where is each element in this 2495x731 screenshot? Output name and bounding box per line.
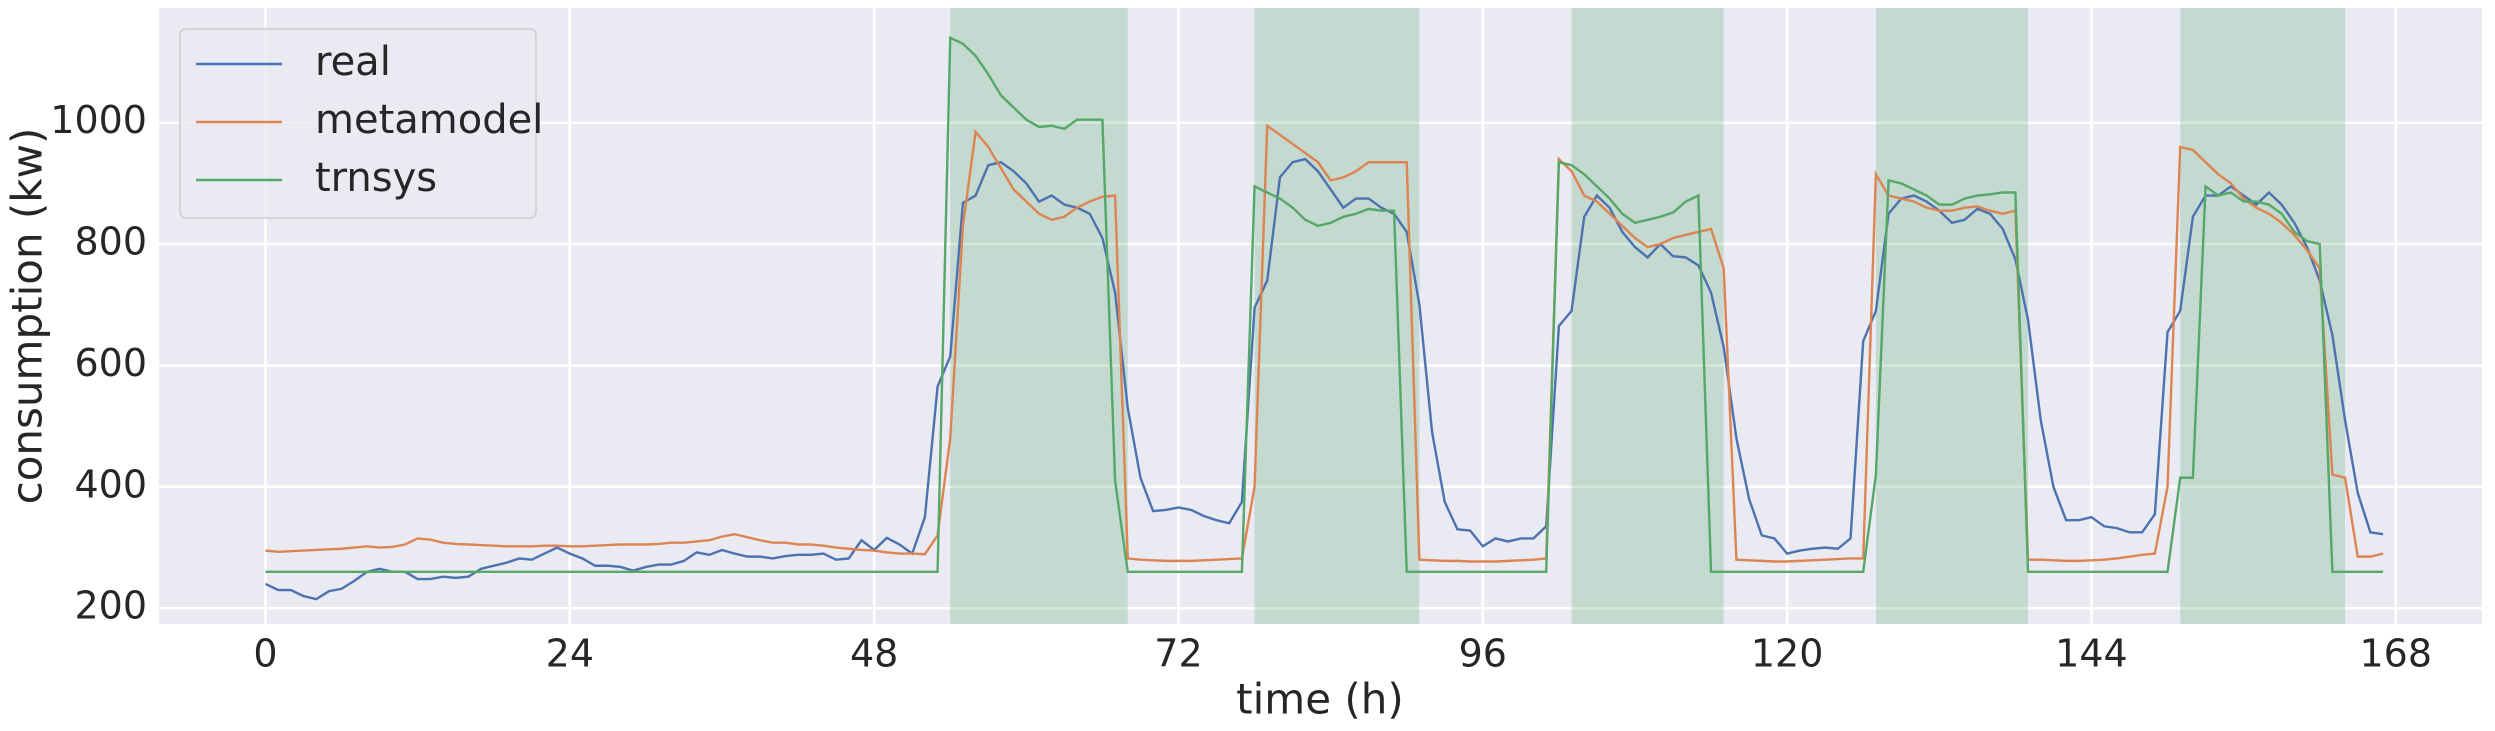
lines [264, 35, 2384, 601]
series-line [265, 35, 2384, 574]
y-tick-label: 800 [74, 220, 147, 264]
y-axis-label: consumption (kw) [3, 128, 52, 505]
shaded-region [1875, 8, 2029, 624]
legend-label: trnsys [315, 155, 437, 201]
legend: real metamodel trnsys [179, 28, 543, 219]
grid [159, 8, 2482, 624]
x-tick-label: 0 [253, 632, 277, 676]
legend-label: metamodel [315, 97, 543, 143]
x-tick-label: 96 [1459, 632, 1507, 676]
shaded-regions [950, 8, 2346, 624]
y-tick-label: 200 [74, 584, 147, 628]
shaded-region [1571, 8, 1724, 624]
y-tick-label: 600 [74, 341, 147, 385]
series-line [264, 157, 2384, 601]
ticks: 0 24 48 72 96 120 144 168 200 400 600 800 1000 [50, 98, 2432, 675]
x-tick-label: 24 [546, 632, 594, 676]
x-tick-label: 120 [1751, 632, 1824, 676]
legend-label: real [315, 39, 391, 85]
shaded-region [950, 8, 1128, 624]
x-tick-label: 48 [850, 632, 898, 676]
x-axis-label: time (h) [1236, 675, 1404, 724]
shaded-region [2180, 8, 2346, 624]
x-tick-label: 144 [2055, 632, 2128, 676]
x-tick-label: 72 [1154, 632, 1202, 676]
x-tick-label: 168 [2360, 632, 2433, 676]
shaded-region [1254, 8, 1420, 624]
y-tick-label: 1000 [50, 98, 147, 142]
series-line [265, 123, 2384, 563]
y-tick-label: 400 [74, 462, 147, 506]
legend-box [179, 28, 537, 219]
plot-background [159, 8, 2482, 624]
